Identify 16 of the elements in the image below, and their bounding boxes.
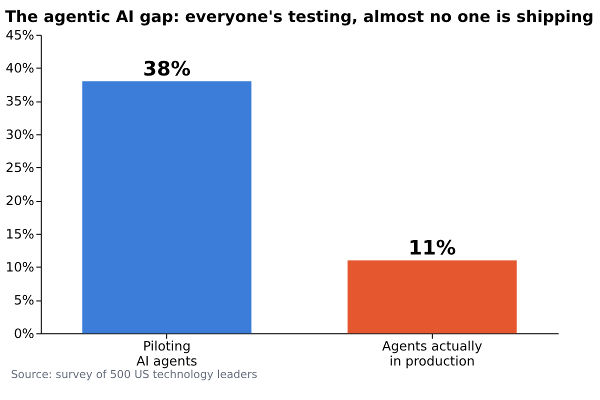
x-tick-label: Agents actually in production [382,340,483,370]
y-tick-label: 25% [6,160,34,176]
y-tick-label: 40% [6,61,34,76]
chart-title: The agentic AI gap: everyone's testing, almost no one is shipping [5,6,594,26]
y-tick-label: 5% [14,294,34,309]
y-tick-label: 10% [6,260,34,276]
data-label: 11% [408,236,456,260]
x-tick-label: Piloting AI agents [136,340,198,370]
y-tick-label: 35% [6,94,34,110]
y-tick-label: 30% [6,128,34,143]
source-note: Source: survey of 500 US technology leaders [10,368,258,382]
y-tick-label: 15% [6,227,34,242]
y-tick-label: 20% [6,194,34,210]
data-label: 38% [143,57,191,80]
y-tick-label: 45% [6,28,34,44]
y-tick-label: 0% [14,326,34,342]
